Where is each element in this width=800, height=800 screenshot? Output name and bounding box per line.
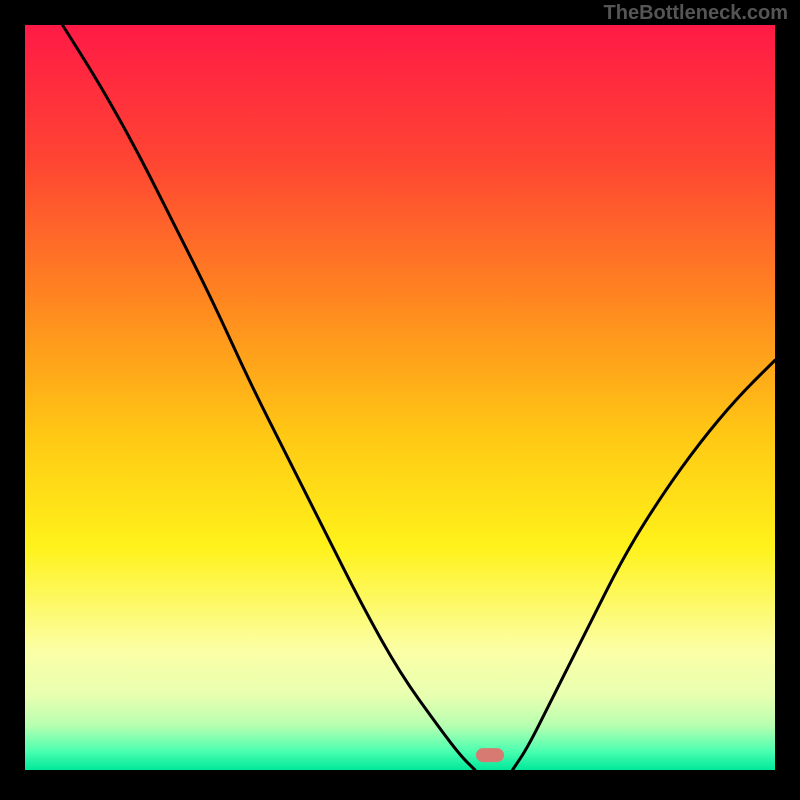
chart-container: TheBottleneck.com (0, 0, 800, 800)
chart-background (25, 25, 775, 770)
optimal-marker (476, 748, 504, 762)
bottleneck-curve-chart (0, 0, 800, 800)
